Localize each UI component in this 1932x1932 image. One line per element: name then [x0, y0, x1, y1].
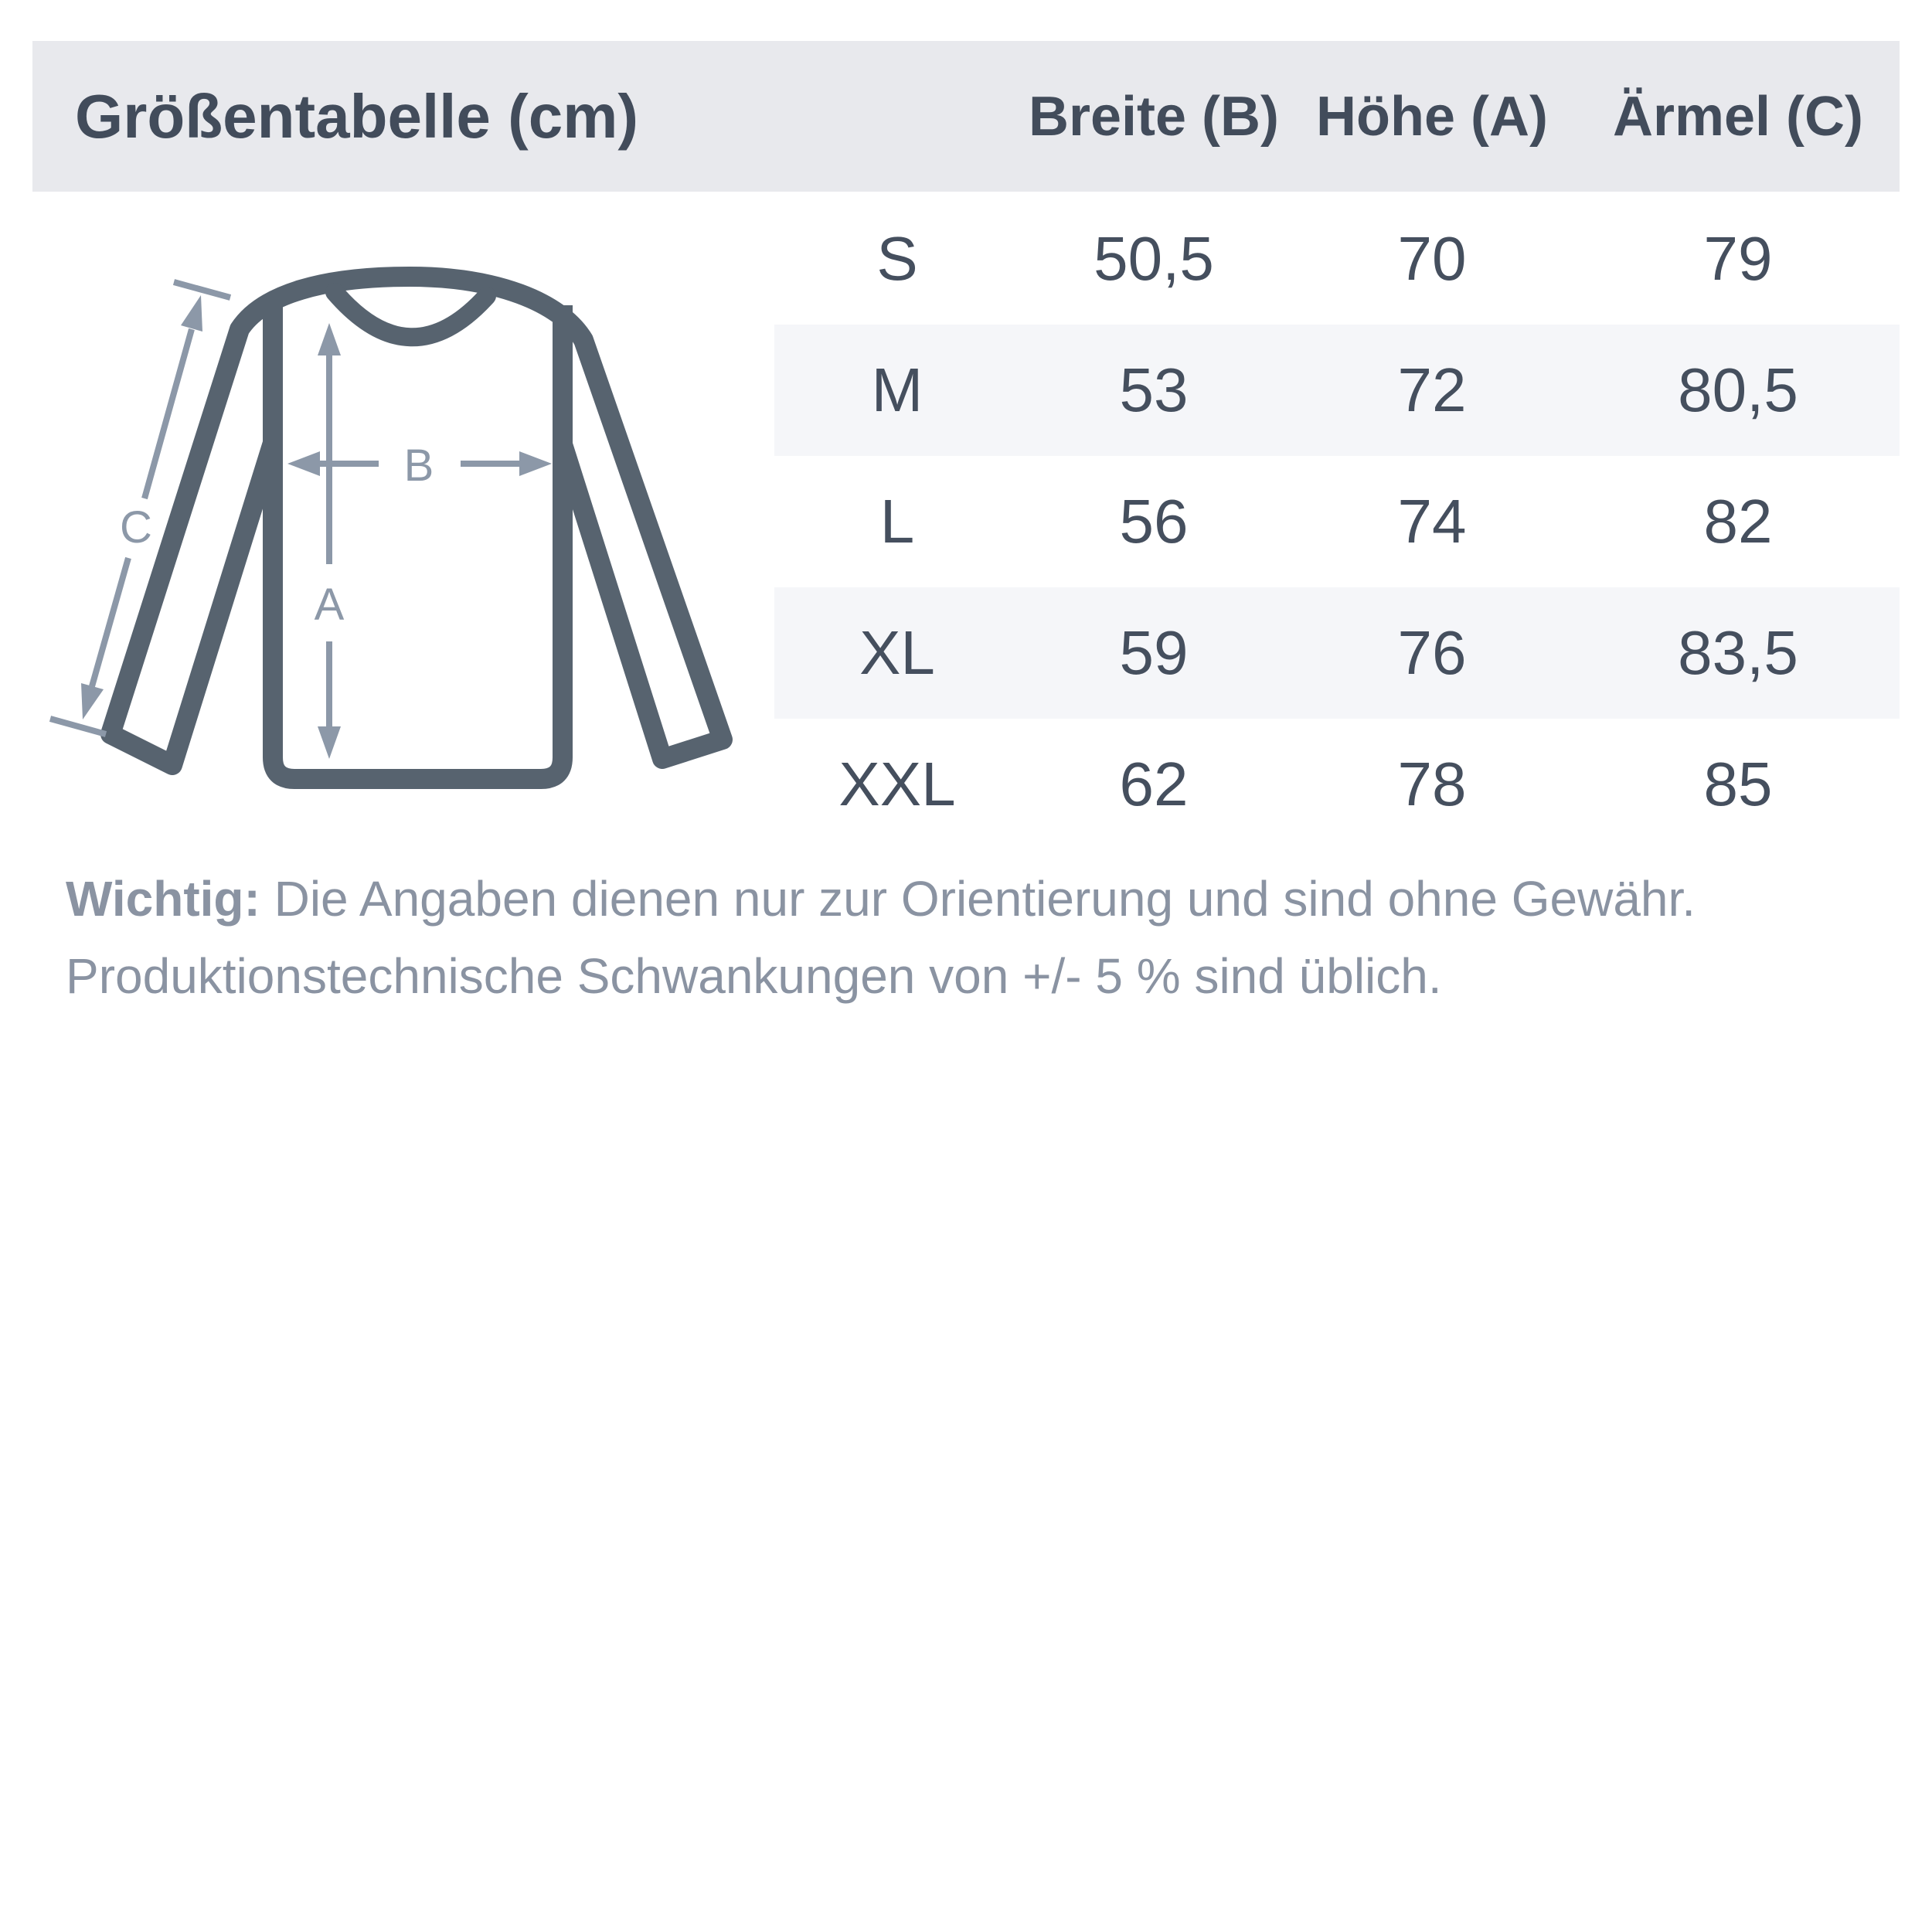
note-emphasis: Wichtig:: [66, 871, 260, 927]
sweater-measurement-diagram: A B C: [49, 267, 733, 789]
column-header-size: [774, 41, 1020, 192]
label-c: C: [120, 502, 152, 553]
column-header-breite: Breite (B): [1028, 85, 1280, 148]
disclaimer-note: Wichtig: Die Angaben dienen nur zur Orie…: [66, 860, 1874, 1015]
size-cell: XL: [859, 618, 935, 687]
hoehe-cell: 78: [1397, 750, 1467, 818]
hoehe-cell: 76: [1397, 618, 1467, 687]
aermel-cell: 79: [1703, 224, 1773, 293]
aermel-cell: 83,5: [1678, 618, 1798, 687]
tick-top: [172, 279, 232, 301]
size-cell: L: [879, 487, 915, 556]
column-header-row: Breite (B) Höhe (A) Ärmel (C): [774, 41, 1900, 192]
page-title: Größentabelle (cm): [75, 81, 639, 151]
table-header-bar: Größentabelle (cm) Breite (B) Höhe (A) Ä…: [32, 41, 1900, 192]
breite-cell: 59: [1119, 618, 1189, 687]
column-header-hoehe: Höhe (A): [1316, 85, 1548, 148]
table-row: M 53 72 80,5: [774, 325, 1900, 456]
label-a: A: [315, 580, 345, 630]
tick-bottom: [49, 716, 107, 737]
breite-cell: 56: [1119, 487, 1189, 556]
aermel-cell: 85: [1703, 750, 1773, 818]
hoehe-cell: 70: [1397, 224, 1467, 293]
dimension-arrow-b: [287, 451, 552, 476]
collar-line: [325, 283, 496, 347]
column-header-aermel: Ärmel (C): [1612, 85, 1864, 148]
dimension-arrow-a: [318, 323, 341, 759]
breite-cell: 50,5: [1094, 224, 1214, 293]
hoehe-cell: 74: [1397, 487, 1467, 556]
size-cell: XXL: [838, 750, 956, 818]
table-row: XXL 62 78 85: [774, 719, 1900, 850]
note-line-2: Produktionstechnische Schwankungen von +…: [66, 948, 1442, 1004]
breite-cell: 62: [1119, 750, 1189, 818]
aermel-cell: 82: [1703, 487, 1773, 556]
size-table: S 50,5 70 79 M 53 72 80,5 L 56 74 82 XL …: [774, 193, 1900, 850]
table-row: S 50,5 70 79: [774, 193, 1900, 325]
table-row: L 56 74 82: [774, 456, 1900, 587]
note-line-1-text: Die Angaben dienen nur zur Orientierung …: [260, 871, 1696, 927]
garment-outline-icon: [100, 267, 733, 789]
aermel-cell: 80,5: [1678, 355, 1798, 424]
breite-cell: 53: [1119, 355, 1189, 424]
size-cell: S: [876, 224, 918, 293]
size-cell: M: [871, 355, 923, 424]
hoehe-cell: 72: [1397, 355, 1467, 424]
dimension-arrow-c: [49, 279, 232, 737]
table-row: XL 59 76 83,5: [774, 587, 1900, 719]
note-line-1: Wichtig: Die Angaben dienen nur zur Orie…: [66, 860, 1874, 937]
label-b: B: [404, 440, 434, 491]
